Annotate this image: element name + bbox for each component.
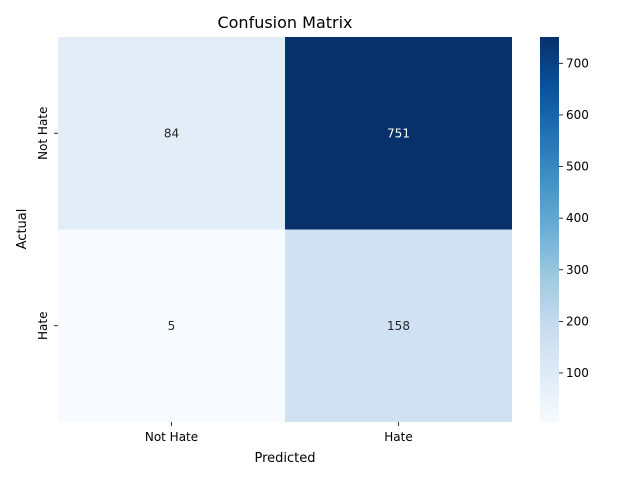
heatmap-cell [285,37,512,230]
colorbar-tick-label: 400 [566,211,589,225]
heatmap-cells: 84 751 5 158 [58,37,512,422]
heatmap-cell [58,229,285,422]
heatmap-cell [285,229,512,422]
y-tick-label: Not Hate [36,107,50,160]
colorbar-tick-label: 100 [566,366,589,380]
y-tick-label: Hate [36,312,50,340]
colorbar: 100 200 300 400 500 600 700 [540,37,589,422]
colorbar-tick-label: 300 [566,263,589,277]
colorbar-tick-label: 200 [566,314,589,328]
x-axis-label: Predicted [254,451,315,466]
x-tick-label: Hate [384,430,412,444]
cell-value-label: 5 [168,319,176,333]
heatmap-cell [58,37,285,230]
x-axis: Not Hate Hate [145,422,413,444]
y-axis: Not Hate Hate [36,107,58,340]
cell-value-label: 84 [164,126,179,140]
chart-title: Confusion Matrix [217,13,352,32]
cell-value-label: 751 [387,126,410,140]
colorbar-tick-label: 600 [566,108,589,122]
colorbar-tick-label: 500 [566,160,589,174]
y-axis-label: Actual [15,209,30,250]
x-tick-label: Not Hate [145,430,198,444]
colorbar-gradient [540,37,559,422]
colorbar-tick-label: 700 [566,56,589,70]
cell-value-label: 158 [387,319,410,333]
